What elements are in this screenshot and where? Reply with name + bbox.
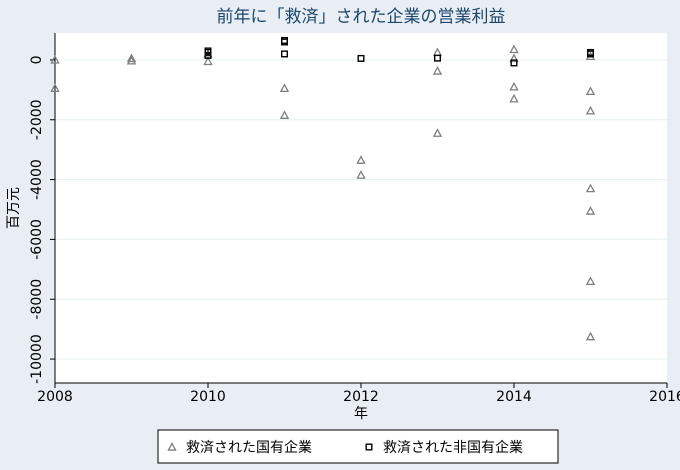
data-point-non-soe (204, 51, 212, 59)
data-point-soe (509, 93, 519, 103)
data-point-non-soe (510, 59, 518, 67)
data-point-soe (356, 155, 366, 164)
data-point-soe (432, 66, 443, 75)
legend-box (157, 429, 559, 464)
data-point-soe (509, 53, 519, 63)
data-point-soe (585, 276, 596, 286)
data-point-soe (356, 170, 366, 179)
legend-marker-soe (167, 442, 177, 451)
data-point-soe (50, 83, 60, 93)
x-tick-label: 2016 (649, 389, 680, 405)
data-point-soe (126, 53, 137, 63)
data-point-soe (203, 56, 213, 66)
data-point-non-soe (281, 38, 289, 46)
data-point-non-soe (281, 50, 289, 58)
x-ticks: 2008 2010 2012 2014 2016 (37, 383, 680, 405)
y-ticks: 0 -2000 -4000 -6000 -8000 -10000 (29, 55, 55, 384)
data-point-soe (585, 206, 596, 215)
data-point-soe (50, 54, 60, 64)
x-tick-label: 2014 (496, 389, 532, 405)
data-point-non-soe (434, 54, 442, 62)
y-tick-label: -10000 (29, 334, 45, 384)
data-point-soe (509, 44, 519, 54)
data-point-soe (585, 183, 596, 193)
data-point-soe (585, 86, 596, 96)
x-tick-label: 2008 (37, 389, 73, 405)
data-point-soe (585, 331, 596, 341)
data-point-non-soe (357, 54, 365, 62)
y-tick-label: -4000 (29, 159, 45, 200)
legend-marker-non-soe (365, 443, 373, 451)
y-axis-title: 百万元 (6, 187, 22, 229)
legend: 救済された国有企業 救済された非国有企業 (157, 429, 559, 464)
y-tick-label: -2000 (29, 99, 45, 140)
y-tick-label: 0 (29, 55, 45, 64)
x-tick-label: 2012 (343, 389, 379, 405)
y-tick-label: -6000 (29, 219, 45, 260)
data-points (50, 36, 596, 341)
data-point-soe (279, 83, 290, 93)
data-point-non-soe (587, 50, 595, 58)
chart-title: 前年に「救済」された企業の営業利益 (217, 7, 506, 27)
data-point-soe (279, 110, 290, 119)
gridlines (55, 59, 667, 360)
legend-label-non-soe: 救済された非国有企業 (383, 439, 523, 456)
legend-square-marker (365, 443, 373, 451)
y-tick-label: -8000 (29, 279, 45, 320)
plot-area (55, 33, 667, 383)
legend-label-soe: 救済された国有企業 (186, 439, 312, 456)
data-point-soe (585, 105, 596, 115)
data-point-soe (432, 128, 443, 137)
data-point-soe (509, 81, 519, 91)
x-tick-label: 2010 (190, 389, 226, 405)
data-point-soe (126, 55, 137, 65)
legend-triangle-marker (167, 442, 177, 451)
x-axis-title: 年 (354, 406, 368, 422)
